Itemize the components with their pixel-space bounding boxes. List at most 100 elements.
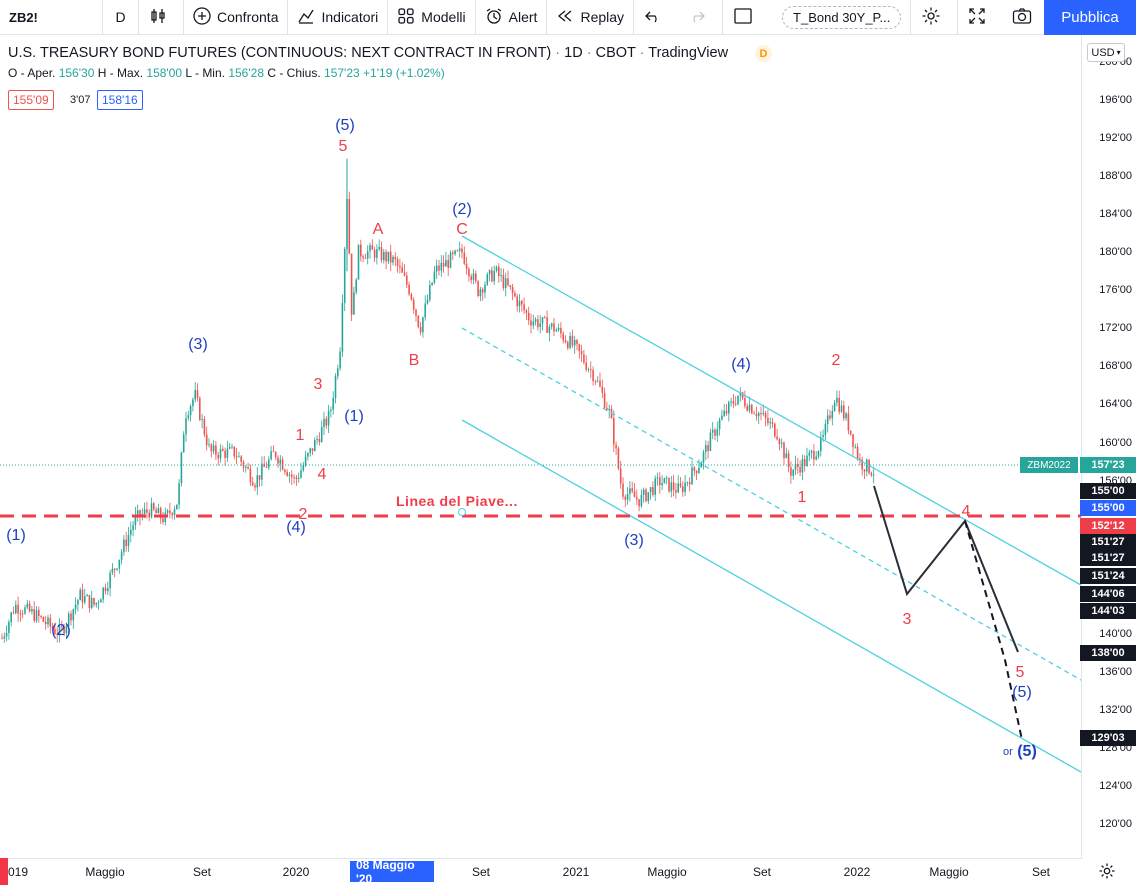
candle-body: [417, 315, 420, 327]
candle-body: [343, 248, 346, 303]
candle-body: [822, 435, 824, 437]
open-value: 156'30: [58, 66, 95, 80]
candle-body: [548, 326, 551, 333]
candle-body: [199, 398, 201, 420]
candle-body: [509, 285, 512, 287]
replay-button[interactable]: Replay: [547, 0, 635, 35]
snapshot-button[interactable]: [1002, 0, 1048, 35]
low-value: 156'28: [228, 66, 264, 80]
wave-label: 4: [318, 466, 327, 483]
low-label: L - Min.: [185, 66, 225, 80]
wave-label: 2: [832, 352, 841, 369]
candle-body: [527, 312, 530, 321]
candle-body: [180, 452, 183, 484]
candle-body: [19, 613, 22, 615]
interval-label: D: [115, 9, 126, 25]
layout-selector[interactable]: T_Bond 30Y_P...: [769, 0, 912, 35]
candle-body: [293, 477, 295, 478]
wave-label: (2): [452, 201, 472, 218]
time-axis[interactable]: 019 Maggio Set 2020 Set 2021 Maggio Set 2022 Magg…: [0, 858, 1081, 886]
candle-body: [309, 448, 311, 454]
redo-button[interactable]: [678, 0, 724, 35]
time-tick: Maggio: [647, 865, 687, 879]
candle-body: [35, 610, 38, 621]
price-tick: 140'00: [1099, 628, 1132, 640]
candle-body: [219, 448, 222, 459]
price-tick: 180'00: [1099, 246, 1132, 258]
candle-body: [355, 279, 357, 293]
candle-body: [856, 446, 859, 459]
time-tick: Maggio: [85, 865, 125, 879]
templates-button[interactable]: Modelli: [388, 0, 476, 35]
candle-body: [472, 273, 475, 280]
interval-button[interactable]: D: [103, 0, 139, 35]
candle-body: [97, 602, 100, 604]
alert-button[interactable]: Alert: [476, 0, 548, 35]
price-chart-canvas[interactable]: (5) 5 A (2) C (3) B 3 (1) 1 4 2 (4) (1) …: [0, 0, 1081, 858]
candle-body: [525, 310, 528, 313]
candle-body: [534, 319, 537, 322]
candle-body: [718, 419, 721, 430]
price-label: 144'03: [1080, 603, 1136, 619]
close-label: C - Chius.: [267, 66, 321, 80]
candle-body: [258, 475, 261, 480]
redo-icon: [688, 7, 712, 28]
candle-body: [17, 604, 19, 614]
candle-body: [330, 409, 332, 411]
fullscreen-layout-button[interactable]: [723, 0, 769, 35]
candle-body: [125, 539, 127, 547]
candle-body: [169, 510, 171, 514]
currency-selector[interactable]: USD ▾: [1087, 43, 1125, 62]
candle-body: [65, 625, 68, 634]
candle-body: [81, 589, 84, 603]
candle-body: [84, 596, 86, 603]
candle-body: [337, 368, 339, 377]
publish-button[interactable]: Pubblica: [1044, 0, 1136, 35]
compare-button[interactable]: Confronta: [184, 0, 289, 35]
candle-body: [233, 446, 236, 457]
candle-body: [843, 405, 845, 419]
candle-body: [705, 445, 707, 452]
wave-label: (1): [6, 527, 26, 544]
candle-body: [592, 370, 594, 382]
candle-body: [861, 459, 863, 470]
candle-body: [693, 467, 696, 471]
undo-button[interactable]: [634, 0, 678, 35]
candle-body: [132, 525, 134, 530]
chart-settings-button[interactable]: [1098, 862, 1116, 885]
candle-body: [714, 429, 716, 436]
ask-price-button[interactable]: 158'16: [97, 90, 143, 110]
wave-label: 1: [296, 427, 305, 444]
fullscreen-button[interactable]: [958, 0, 1002, 35]
candle-body: [357, 244, 360, 280]
bid-price-button[interactable]: 155'09: [8, 90, 54, 110]
candle-body: [734, 403, 737, 405]
crosshair-date-label: 08 Maggio '20: [350, 858, 434, 886]
candle-body: [33, 609, 35, 621]
candle-body: [803, 459, 806, 467]
candle-body: [323, 418, 325, 428]
candle-body: [555, 329, 558, 332]
candle-body: [691, 467, 693, 485]
symbol-search-button[interactable]: ZB2!: [0, 0, 103, 35]
indicators-label: Indicatori: [321, 9, 379, 25]
settings-button[interactable]: [911, 0, 959, 35]
indicators-button[interactable]: Indicatori: [288, 0, 389, 35]
candle-body: [613, 418, 615, 445]
chart-type-button[interactable]: [139, 0, 184, 35]
candle-body: [286, 472, 288, 476]
candle-body: [449, 252, 452, 268]
candle-body: [806, 455, 808, 467]
candle-body: [61, 626, 63, 628]
candle-body: [511, 286, 514, 293]
candle-body: [859, 458, 861, 460]
candle-body: [67, 613, 70, 626]
dividend-badge[interactable]: D: [755, 45, 772, 62]
price-tick: 136'00: [1099, 666, 1132, 678]
candle-body: [663, 477, 666, 484]
candle-body: [790, 467, 792, 476]
candle-body: [560, 327, 562, 334]
candle-body: [456, 250, 459, 252]
candle-body: [44, 621, 47, 625]
legend-title[interactable]: U.S. TREASURY BOND FUTURES (CONTINUOUS: …: [8, 45, 729, 61]
